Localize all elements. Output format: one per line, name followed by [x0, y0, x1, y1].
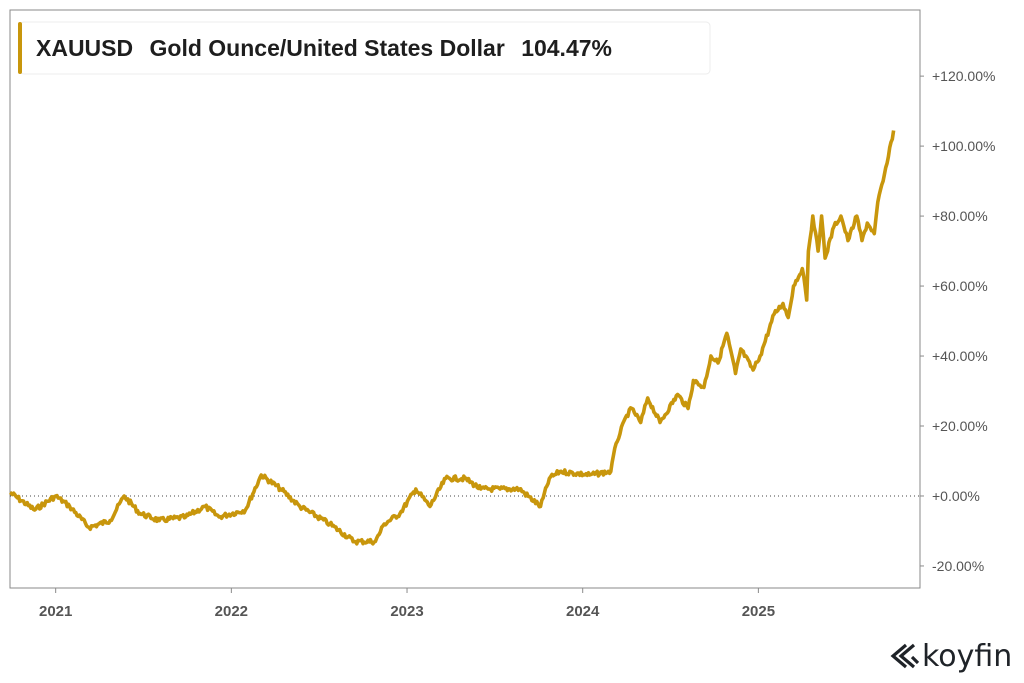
x-tick-label: 2024	[566, 603, 600, 620]
legend-label: XAUUSD Gold Ounce/United States Dollar 1…	[36, 35, 612, 61]
y-tick-label: +80.00%	[932, 208, 988, 224]
y-tick-label: +120.00%	[932, 68, 995, 84]
legend-name: Gold Ounce/United States Dollar	[150, 35, 505, 61]
x-tick-label: 2025	[742, 603, 775, 620]
y-tick-label: +20.00%	[932, 418, 988, 434]
x-tick-label: 2022	[215, 603, 248, 620]
y-tick-label: -20.00%	[932, 558, 984, 574]
koyfin-logo-icon	[890, 643, 920, 669]
y-tick-label: +0.00%	[932, 488, 980, 504]
y-tick-label: +100.00%	[932, 138, 995, 154]
legend-ticker: XAUUSD	[36, 35, 133, 61]
legend-value: 104.47%	[521, 35, 612, 61]
y-tick-label: +60.00%	[932, 278, 988, 294]
x-axis: 2021 2022 2023 2024 2025	[39, 588, 775, 620]
x-tick-label: 2021	[39, 603, 72, 620]
legend: XAUUSD Gold Ounce/United States Dollar 1…	[18, 21, 711, 75]
y-tick-label: +40.00%	[932, 348, 988, 364]
koyfin-logo: koyfin	[890, 639, 1012, 674]
y-axis: +120.00% +100.00% +80.00% +60.00% +40.00% +20…	[920, 68, 995, 574]
x-tick-label: 2023	[390, 603, 423, 620]
plot-frame	[9, 9, 921, 589]
koyfin-logo-text: koyfin	[922, 639, 1012, 674]
series-line-xauusd	[9, 130, 896, 546]
legend-color-bar	[18, 22, 22, 74]
